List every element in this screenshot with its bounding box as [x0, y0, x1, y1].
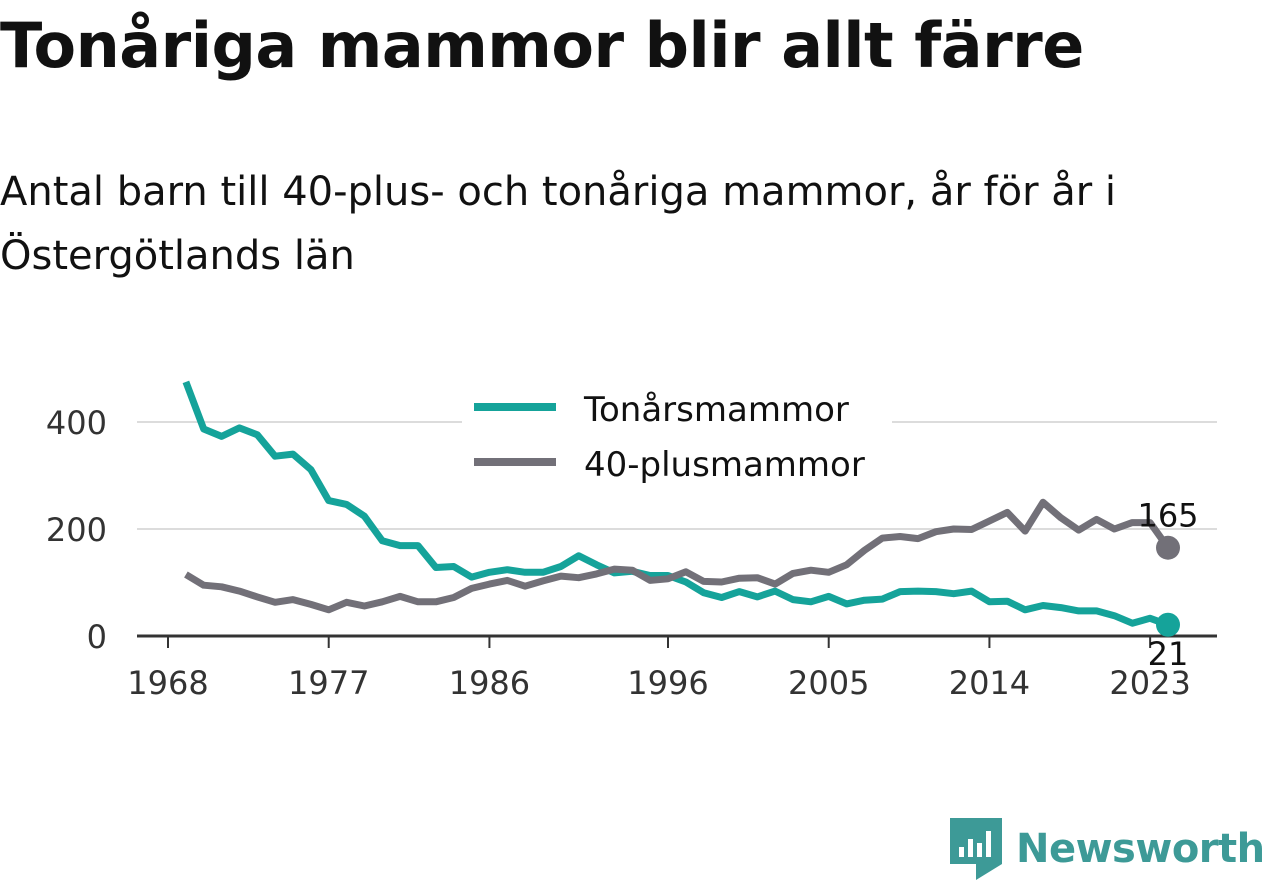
x-tick-label: 1986: [449, 664, 530, 702]
end-value-label: 165: [1137, 497, 1198, 535]
y-axis: 0 200 400: [46, 404, 107, 656]
series-lines: [182, 380, 1171, 629]
chart-title: Tonåriga mammor blir allt färre: [0, 9, 1084, 82]
legend-label-40-plusmammor: 40-plusmammor: [584, 445, 865, 485]
newsworthy-logo: Newsworthy: [950, 818, 1262, 880]
y-tick-label: 200: [46, 511, 107, 549]
x-tick-label: 1996: [627, 664, 708, 702]
end-labels: 21 165: [1137, 497, 1198, 673]
x-tick-label: 2023: [1109, 664, 1190, 702]
x-axis: 1968 1977 1986 1996 2005 2014 2023: [127, 634, 1217, 702]
series-line-40-plusmammor: [184, 498, 1171, 614]
x-tick-label: 1968: [127, 664, 208, 702]
y-tick-label: 0: [87, 618, 107, 656]
x-tick-label: 1977: [288, 664, 369, 702]
end-point-40-plusmammor: [1156, 535, 1180, 560]
x-tick-label: 2005: [788, 664, 869, 702]
bar-chart-shield-icon: [950, 818, 1002, 880]
legend: Tonårsmammor 40-plusmammor: [462, 382, 892, 492]
x-tick-label: 2014: [949, 664, 1030, 702]
end-value-label: 21: [1148, 635, 1189, 673]
legend-background: [462, 382, 892, 492]
logo-text: Newsworthy: [1016, 826, 1262, 872]
end-point-tonarsmammor: [1156, 612, 1180, 637]
y-tick-label: 400: [46, 404, 107, 442]
chart-subtitle: Antal barn till 40-plus- och tonåriga ma…: [0, 169, 1117, 279]
legend-label-tonarsmammor: Tonårsmammor: [583, 390, 849, 430]
